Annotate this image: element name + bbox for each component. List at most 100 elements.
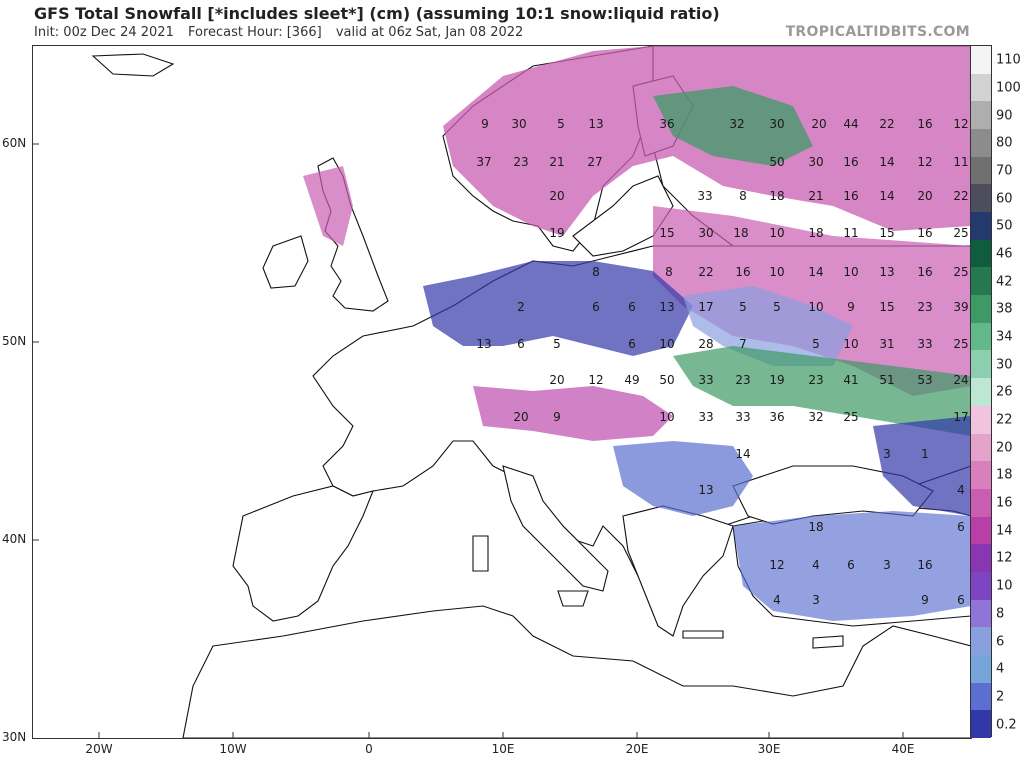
colorbar-segment bbox=[971, 184, 991, 213]
snow-value-label: 20 bbox=[917, 189, 932, 203]
colorbar-tick-label: 0.2 bbox=[996, 717, 1017, 733]
sicily bbox=[557, 590, 589, 607]
snow-value-label: 15 bbox=[879, 300, 894, 314]
snow-value-label: 14 bbox=[879, 155, 894, 169]
forecast-hour: Forecast Hour: [366] bbox=[187, 25, 322, 40]
snow-value-label: 3 bbox=[883, 447, 891, 461]
colorbar-tick-label: 10 bbox=[996, 578, 1013, 594]
snow-value-label: 20 bbox=[549, 189, 564, 203]
snow-value-label: 15 bbox=[879, 226, 894, 240]
snow-value-label: 12 bbox=[588, 373, 603, 387]
snow-value-label: 2 bbox=[517, 300, 525, 314]
snow-value-label: 31 bbox=[879, 337, 894, 351]
snowfall-colorbar bbox=[970, 45, 992, 739]
snow-value-label: 28 bbox=[698, 337, 713, 351]
snowfall-overlay bbox=[303, 46, 971, 621]
colorbar-segment bbox=[971, 156, 991, 185]
colorbar-segment bbox=[971, 405, 991, 434]
crete bbox=[682, 630, 724, 639]
snow-value-label: 6 bbox=[628, 337, 636, 351]
ireland bbox=[262, 235, 309, 289]
colorbar-segment bbox=[971, 101, 991, 130]
snow-value-label: 5 bbox=[812, 337, 820, 351]
iceland-landmass bbox=[91, 53, 175, 77]
snow-value-label: 51 bbox=[879, 373, 894, 387]
snow-value-label: 9 bbox=[553, 410, 561, 424]
colorbar-tick-label: 50 bbox=[996, 218, 1013, 234]
snow-value-label: 22 bbox=[953, 189, 968, 203]
snowfall-map[interactable]: 2422292818224021232133281993051336323020… bbox=[32, 45, 972, 739]
colorbar-segment bbox=[971, 544, 991, 573]
colorbar-segment bbox=[971, 350, 991, 379]
snow-value-label: 13 bbox=[659, 300, 674, 314]
snow-value-label: 33 bbox=[917, 337, 932, 351]
snow-value-label: 4 bbox=[957, 483, 965, 497]
grid-ticks bbox=[33, 143, 904, 738]
snow-value-label: 21 bbox=[773, 46, 788, 49]
colorbar-segment bbox=[971, 295, 991, 324]
colorbar-tick-label: 22 bbox=[996, 412, 1013, 428]
colorbar-tick-label: 30 bbox=[996, 357, 1013, 373]
snow-value-label: 23 bbox=[513, 155, 528, 169]
snow-value-label: 10 bbox=[808, 300, 823, 314]
snow-value-label: 23 bbox=[809, 46, 824, 49]
snow-value-label: 53 bbox=[917, 373, 932, 387]
lon-label-30e: 30E bbox=[757, 742, 781, 756]
snow-value-label: 13 bbox=[698, 483, 713, 497]
snow-value-label: 24 bbox=[953, 373, 968, 387]
snow-value-label: 23 bbox=[735, 373, 750, 387]
iberian-peninsula bbox=[232, 485, 374, 622]
snow-value-label: 19 bbox=[549, 226, 564, 240]
snow-value-label: 10 bbox=[659, 410, 674, 424]
snow-value-label: 12 bbox=[917, 155, 932, 169]
cyprus bbox=[812, 635, 844, 649]
lon-label-10e: 10E bbox=[491, 742, 515, 756]
snow-value-label: 10 bbox=[843, 337, 858, 351]
italian-peninsula bbox=[502, 465, 609, 592]
snow-value-label: 3 bbox=[883, 558, 891, 572]
colorbar-tick-label: 80 bbox=[996, 135, 1013, 151]
snow-value-label: 19 bbox=[769, 373, 784, 387]
snow-region-central-europe bbox=[423, 261, 693, 356]
colorbar-tick-label: 6 bbox=[996, 634, 1005, 649]
snow-value-label: 21 bbox=[808, 189, 823, 203]
snow-value-label: 8 bbox=[665, 265, 673, 279]
init-time: Init: 00z Dec 24 2021 bbox=[34, 25, 174, 40]
snow-value-label: 21 bbox=[549, 155, 564, 169]
snow-value-label: 30 bbox=[511, 117, 526, 131]
brand-watermark: TROPICALTIDBITS.COM bbox=[785, 24, 970, 40]
snow-value-label: 10 bbox=[769, 265, 784, 279]
snow-value-label: 18 bbox=[649, 46, 664, 49]
north-africa bbox=[182, 605, 971, 738]
snow-region-alps bbox=[473, 386, 673, 441]
snow-value-label: 6 bbox=[517, 337, 525, 351]
colorbar-segment bbox=[971, 461, 991, 490]
colorbar-tick-label: 38 bbox=[996, 301, 1013, 317]
snow-value-label: 6 bbox=[957, 520, 965, 534]
snow-value-label: 30 bbox=[769, 117, 784, 131]
snow-value-label: 16 bbox=[735, 265, 750, 279]
snow-value-label: 6 bbox=[957, 593, 965, 607]
snow-value-label: 11 bbox=[843, 226, 858, 240]
colorbar-tick-label: 34 bbox=[996, 329, 1013, 345]
snow-value-label: 50 bbox=[769, 155, 784, 169]
snow-value-label: 32 bbox=[808, 410, 823, 424]
colorbar-segment bbox=[971, 46, 991, 75]
snow-value-label: 22 bbox=[879, 117, 894, 131]
colorbar-segment bbox=[971, 73, 991, 102]
snow-value-label: 6 bbox=[628, 300, 636, 314]
colorbar-segment bbox=[971, 710, 991, 739]
snow-value-label: 40 bbox=[733, 46, 748, 49]
snow-value-label: 9 bbox=[847, 300, 855, 314]
colorbar-tick-label: 110 bbox=[996, 52, 1021, 68]
colorbar-tick-label: 8 bbox=[996, 606, 1005, 622]
snow-value-label: 6 bbox=[592, 300, 600, 314]
snow-value-label: 23 bbox=[808, 373, 823, 387]
colorbar-segment bbox=[971, 322, 991, 351]
colorbar-segment bbox=[971, 433, 991, 462]
snow-value-label: 25 bbox=[953, 226, 968, 240]
snow-value-label: 13 bbox=[879, 265, 894, 279]
snow-value-label: 6 bbox=[847, 558, 855, 572]
snow-value-label: 10 bbox=[843, 265, 858, 279]
snow-value-label: 5 bbox=[553, 337, 561, 351]
